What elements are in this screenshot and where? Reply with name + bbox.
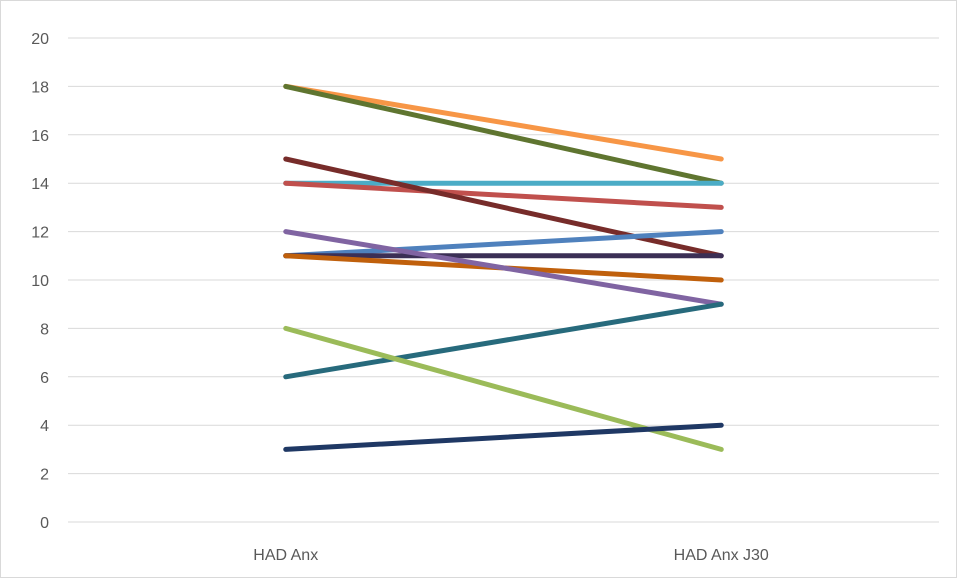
- y-axis-tick-labels: 0 2 4 6 8 10 12 14 16 18 20: [31, 31, 49, 532]
- y-tick-label: 6: [40, 370, 49, 387]
- gridlines: [68, 37, 939, 523]
- y-tick-label: 16: [31, 128, 49, 145]
- y-tick-label: 10: [31, 273, 49, 290]
- series-line-9: [283, 229, 724, 307]
- y-tick-label: 4: [40, 418, 49, 435]
- y-tick-label: 12: [31, 225, 49, 242]
- y-tick-label: 8: [40, 321, 49, 338]
- series-line-10: [283, 301, 724, 380]
- y-tick-label: 14: [31, 176, 49, 193]
- series-line-2: [283, 83, 724, 186]
- series-line-12: [283, 422, 724, 452]
- x-tick-label: HAD Anx J30: [674, 547, 769, 564]
- series-line-5: [283, 156, 724, 259]
- series-line-6: [283, 229, 724, 259]
- x-tick-label: HAD Anx: [253, 547, 318, 564]
- series-line-4: [283, 180, 724, 210]
- series-lines: [283, 83, 724, 452]
- x-axis-tick-labels: HAD Anx HAD Anx J30: [253, 547, 769, 564]
- y-tick-label: 2: [40, 467, 49, 484]
- y-tick-label: 0: [40, 515, 49, 532]
- y-tick-label: 20: [31, 31, 49, 48]
- y-tick-label: 18: [31, 79, 49, 96]
- series-line-1: [283, 83, 724, 162]
